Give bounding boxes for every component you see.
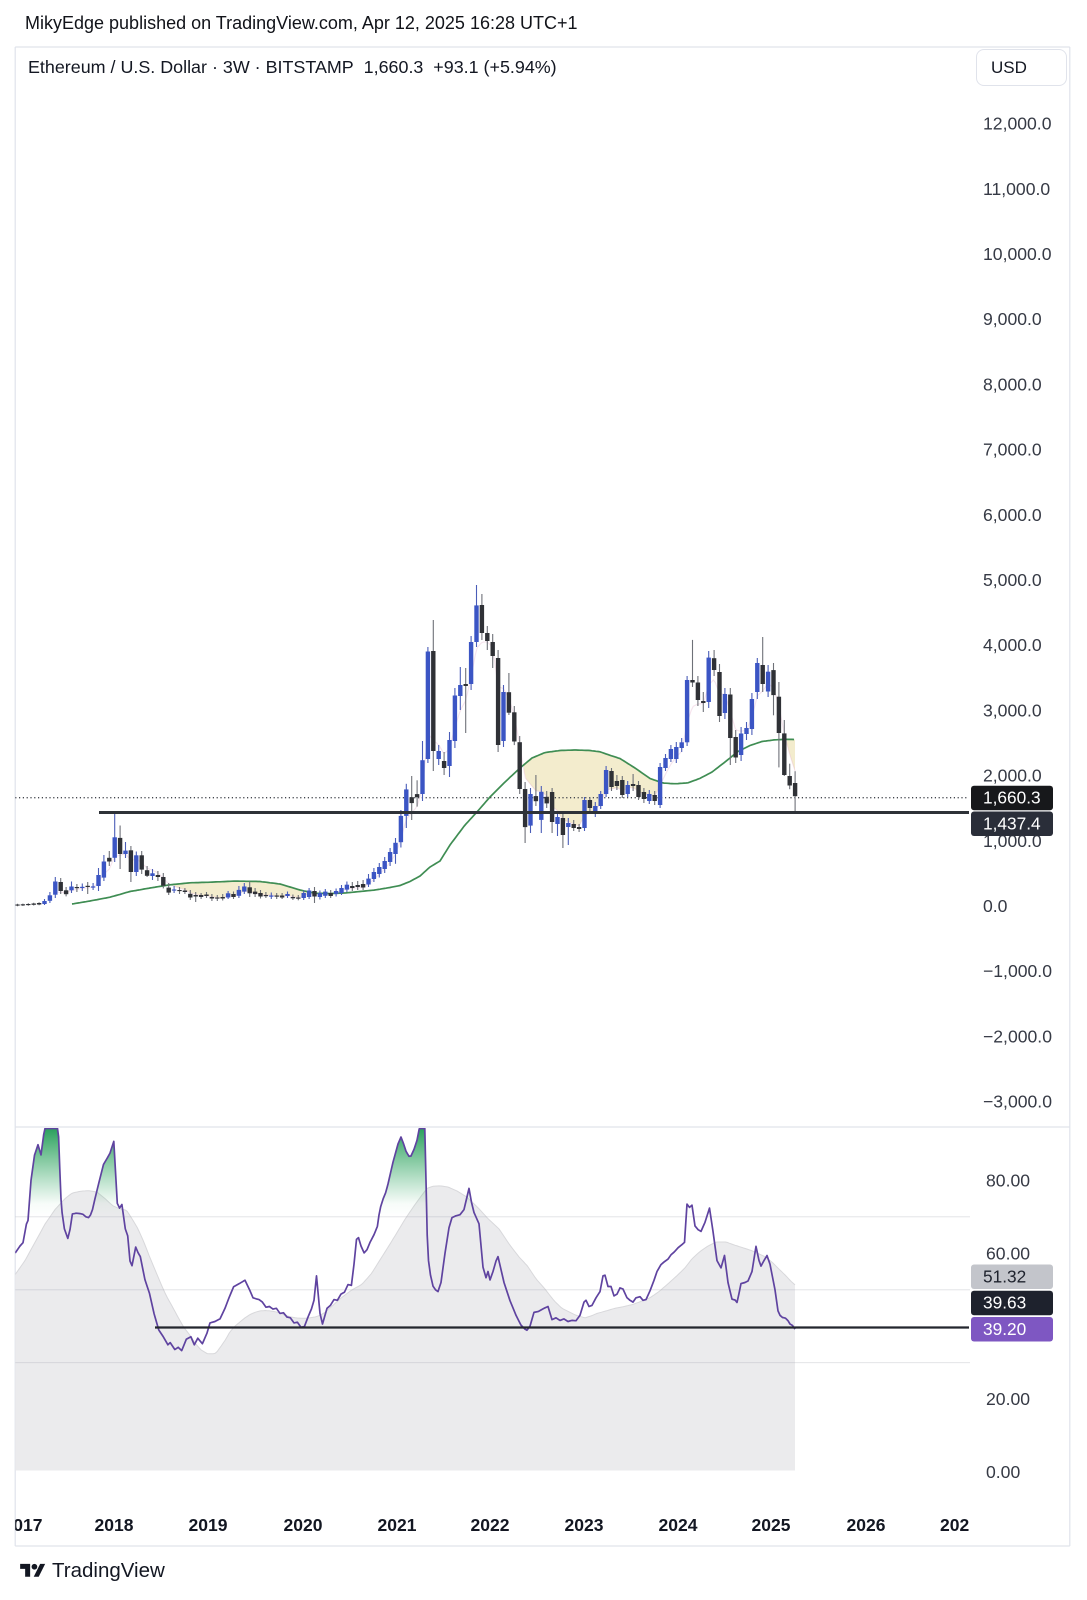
svg-text:2024: 2024 — [659, 1515, 698, 1535]
svg-text:9,000.0: 9,000.0 — [983, 309, 1042, 329]
svg-text:2020: 2020 — [284, 1515, 323, 1535]
svg-text:2017: 2017 — [4, 1515, 43, 1535]
svg-text:39.63: 39.63 — [983, 1293, 1026, 1313]
svg-text:4,000.0: 4,000.0 — [983, 635, 1042, 655]
svg-text:7,000.0: 7,000.0 — [983, 440, 1042, 460]
svg-text:−2,000.0: −2,000.0 — [983, 1026, 1052, 1046]
svg-text:2027: 2027 — [940, 1515, 979, 1535]
svg-text:2023: 2023 — [565, 1515, 604, 1535]
svg-text:0.00: 0.00 — [986, 1462, 1020, 1482]
svg-text:60.00: 60.00 — [986, 1243, 1030, 1263]
svg-text:2,000.0: 2,000.0 — [983, 766, 1042, 786]
svg-text:5,000.0: 5,000.0 — [983, 570, 1042, 590]
svg-text:1,437.4: 1,437.4 — [983, 813, 1041, 833]
svg-text:11,000.0: 11,000.0 — [983, 179, 1050, 199]
svg-text:8,000.0: 8,000.0 — [983, 374, 1042, 394]
svg-text:2025: 2025 — [752, 1515, 791, 1535]
svg-text:−1,000.0: −1,000.0 — [983, 961, 1052, 981]
svg-text:2018: 2018 — [95, 1515, 134, 1535]
svg-text:2026: 2026 — [847, 1515, 886, 1535]
svg-text:2022: 2022 — [471, 1515, 510, 1535]
svg-text:1,660.3: 1,660.3 — [983, 788, 1041, 808]
svg-text:20.00: 20.00 — [986, 1389, 1030, 1409]
svg-text:2021: 2021 — [378, 1515, 417, 1535]
svg-text:10,000.0: 10,000.0 — [983, 244, 1052, 264]
svg-text:80.00: 80.00 — [986, 1170, 1030, 1190]
svg-text:51.32: 51.32 — [983, 1266, 1026, 1286]
svg-text:3,000.0: 3,000.0 — [983, 700, 1042, 720]
svg-text:39.20: 39.20 — [983, 1319, 1026, 1339]
svg-text:6,000.0: 6,000.0 — [983, 505, 1042, 525]
svg-text:−3,000.0: −3,000.0 — [983, 1092, 1052, 1112]
svg-text:2019: 2019 — [189, 1515, 228, 1535]
svg-text:12,000.0: 12,000.0 — [983, 114, 1052, 134]
svg-text:0.0: 0.0 — [983, 896, 1008, 916]
